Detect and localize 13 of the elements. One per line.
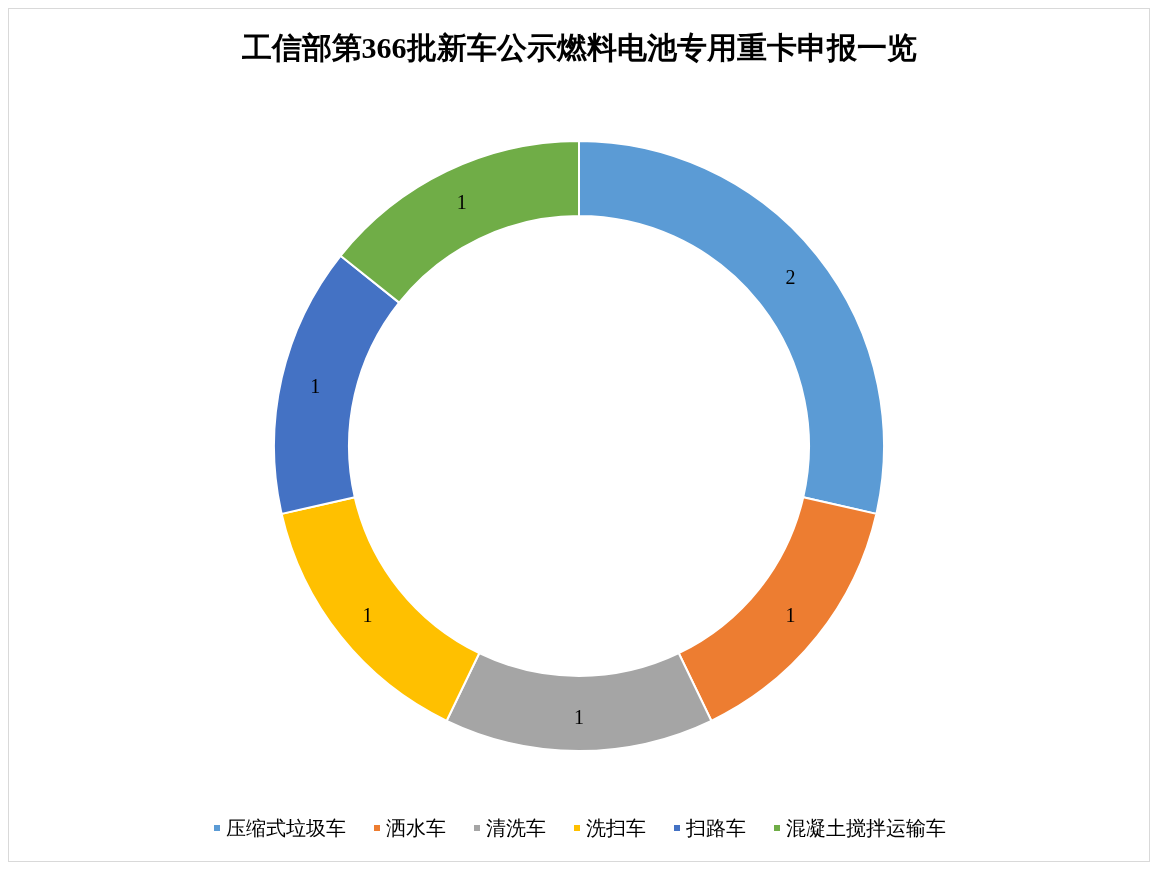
data-label: 2	[785, 266, 796, 289]
data-label: 1	[310, 374, 321, 397]
legend-label: 清洗车	[486, 816, 546, 840]
data-label: 1	[574, 705, 584, 728]
legend-label: 洒水车	[386, 816, 446, 840]
legend-label: 洗扫车	[586, 816, 646, 840]
data-label: 1	[456, 191, 467, 214]
legend-label: 混凝土搅拌运输车	[786, 816, 946, 840]
data-label: 1	[785, 603, 796, 626]
data-label: 1	[362, 603, 373, 626]
chart-title: 工信部第366批新车公示燃料电池专用重卡申报一览	[240, 30, 917, 64]
legend-label: 压缩式垃圾车	[226, 816, 346, 840]
legend-label: 扫路车	[685, 816, 746, 840]
